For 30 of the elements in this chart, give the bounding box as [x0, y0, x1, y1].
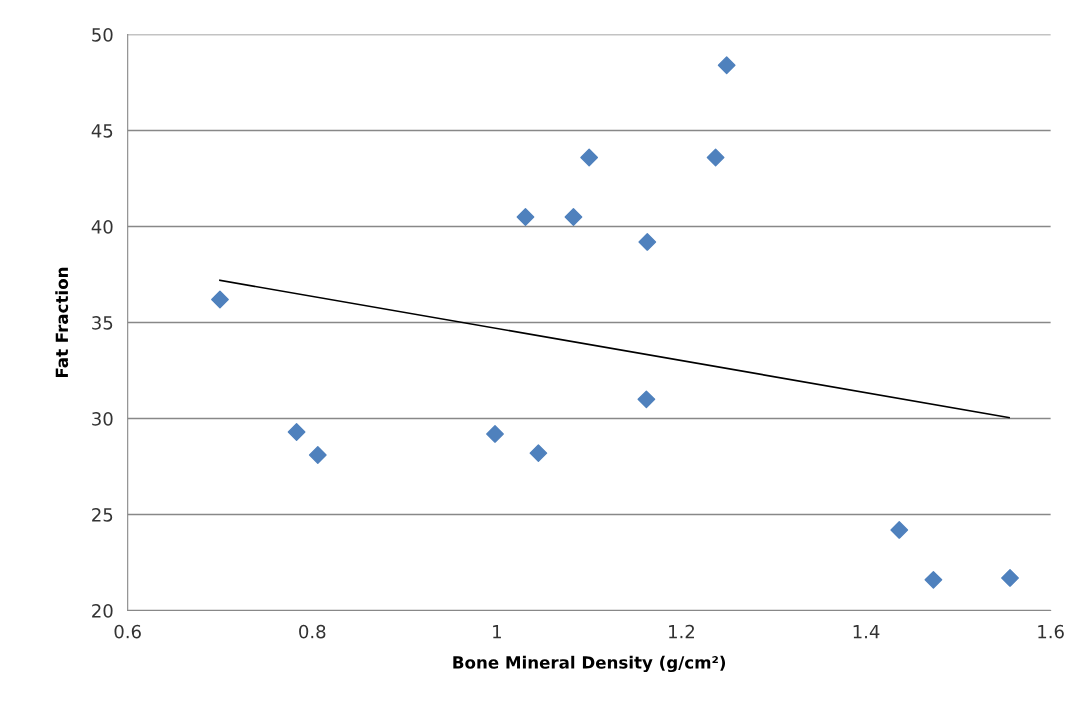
x-tick-label: 0.6	[114, 624, 141, 639]
point	[717, 56, 736, 75]
point	[1001, 569, 1019, 587]
point	[564, 208, 583, 226]
y-tick-label: 20	[92, 604, 113, 618]
x-tick-label: 1.6	[1038, 624, 1064, 639]
point	[580, 148, 599, 167]
y-tick-label: 50	[92, 28, 113, 42]
point	[706, 148, 725, 167]
point	[924, 570, 943, 589]
point	[637, 390, 656, 409]
point	[638, 233, 657, 251]
point	[890, 521, 909, 539]
x-tick-label: 1.2	[669, 624, 694, 639]
y-tick-label: 45	[91, 124, 113, 138]
y-tick-label: 40	[91, 220, 113, 234]
point	[516, 208, 535, 226]
point	[287, 423, 306, 441]
point	[529, 444, 548, 463]
y-tick-label: 35	[92, 316, 113, 330]
x-tick-label: 1	[493, 625, 501, 639]
x-axis-title: Bone Mineral Density (g/cm²)	[453, 655, 726, 673]
point	[308, 446, 327, 464]
point	[486, 425, 504, 443]
point	[211, 290, 229, 309]
y-axis-title: Fat Fraction	[55, 267, 69, 378]
x-tick-label: 0.8	[299, 624, 326, 639]
x-tick-label: 1.4	[853, 625, 880, 639]
y-tick-label: 30	[92, 412, 113, 426]
y-tick-label: 25	[92, 508, 113, 522]
